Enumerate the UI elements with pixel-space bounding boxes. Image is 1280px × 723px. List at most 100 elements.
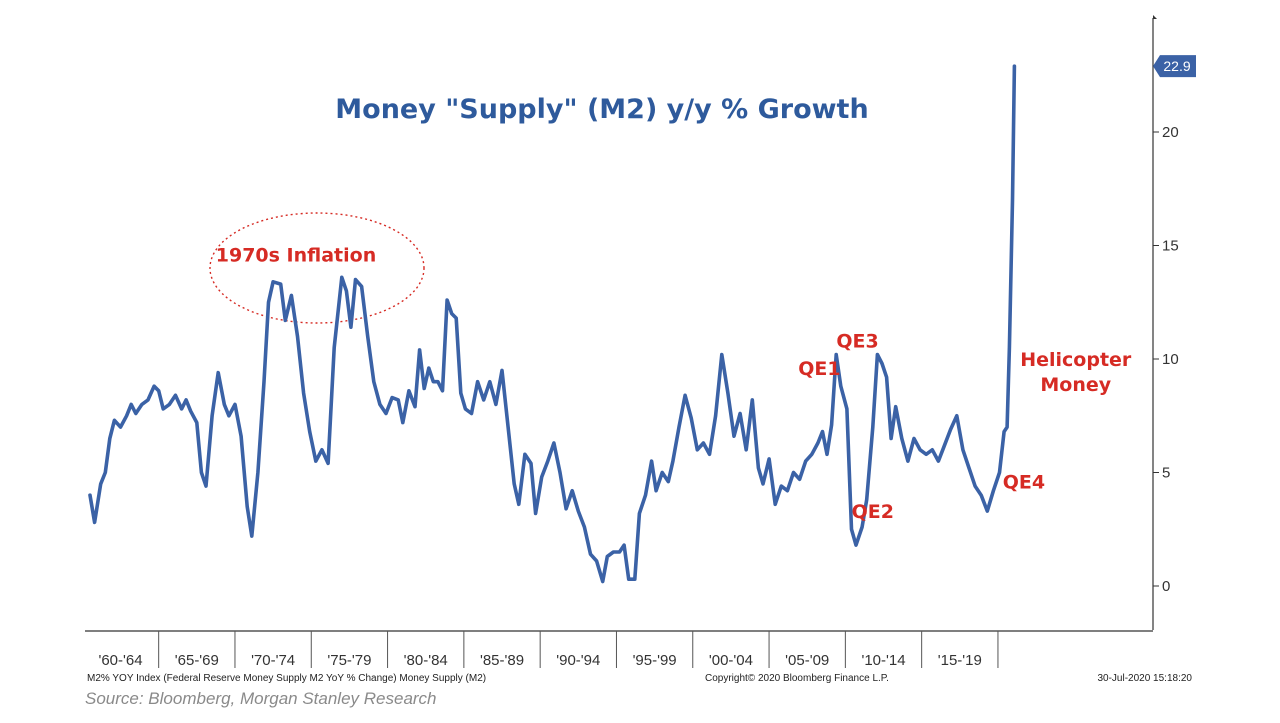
data-point <box>500 369 504 372</box>
data-point <box>850 528 853 531</box>
x-tick-label: '05-'09 <box>785 652 829 669</box>
data-point <box>667 480 670 483</box>
data-point <box>152 385 156 388</box>
data-point <box>223 403 226 406</box>
data-point <box>546 459 549 463</box>
data-point <box>618 550 621 554</box>
data-point <box>751 398 754 402</box>
copyright-text: Copyright© 2020 Bloomberg Finance L.P. <box>705 673 889 684</box>
y-tick-label: 0 <box>1162 578 1170 595</box>
data-point <box>830 423 833 426</box>
data-point <box>644 494 647 497</box>
data-point <box>552 441 556 445</box>
data-point <box>279 282 282 286</box>
data-point <box>113 419 116 422</box>
data-point <box>418 348 421 352</box>
data-point <box>650 459 653 463</box>
index-description: M2% YOY Index (Federal Reserve Money Sup… <box>87 673 486 684</box>
data-point <box>88 494 92 497</box>
data-point <box>690 416 693 420</box>
data-point <box>217 371 220 374</box>
data-point <box>146 398 150 402</box>
data-point <box>104 471 107 474</box>
data-point <box>671 459 675 463</box>
data-point <box>296 335 299 338</box>
data-point <box>413 405 417 408</box>
data-point <box>1011 198 1014 202</box>
annotation-qe2: QE2 <box>852 501 894 523</box>
data-point <box>432 380 435 383</box>
data-point <box>246 505 249 508</box>
x-tick-label: '15-'19 <box>938 652 982 669</box>
series-points <box>88 65 1016 583</box>
last-value-tag: 22.9 <box>1153 55 1196 78</box>
x-tick-label: '95-'99 <box>633 652 677 669</box>
last-value-label: 22.9 <box>1163 58 1190 74</box>
data-point <box>1013 65 1016 68</box>
data-point <box>195 421 198 424</box>
data-point <box>738 412 742 415</box>
annotation-qe3: QE3 <box>836 331 878 353</box>
data-point <box>577 509 580 513</box>
data-point <box>134 412 137 415</box>
data-point <box>967 466 971 470</box>
data-point <box>267 301 270 304</box>
data-point <box>906 459 910 463</box>
data-point <box>157 389 160 392</box>
source-text: Source: Bloomberg, Morgan Stanley Resear… <box>85 689 437 708</box>
x-tick-label: '75-'79 <box>327 652 371 669</box>
data-point <box>360 285 363 288</box>
data-point <box>436 380 440 383</box>
data-point <box>986 509 989 513</box>
data-point <box>627 578 630 581</box>
data-point <box>708 453 711 456</box>
data-point <box>949 428 952 431</box>
data-point <box>720 353 723 356</box>
data-point <box>973 484 977 488</box>
data-point <box>912 437 916 440</box>
data-point <box>845 407 849 411</box>
data-point <box>854 543 858 547</box>
data-point <box>534 512 537 515</box>
annotation-1970s-inflation: 1970s Inflation <box>216 244 376 266</box>
data-point <box>780 484 783 488</box>
data-point <box>937 459 940 463</box>
data-point <box>397 398 400 402</box>
data-point <box>476 380 479 383</box>
data-point <box>407 389 411 392</box>
data-point <box>445 298 449 302</box>
x-axis-ticks: '60-'64 '65-'69 '70-'74 '75-'79 '80-'84 '85-'… <box>98 631 999 669</box>
data-point <box>889 437 893 440</box>
data-point <box>589 553 592 556</box>
data-point <box>961 448 965 451</box>
data-point <box>162 407 165 411</box>
data-point <box>174 394 177 397</box>
y-axis-arrow <box>1153 15 1157 19</box>
data-point <box>354 278 357 281</box>
data-point <box>894 405 897 408</box>
data-point <box>714 414 717 417</box>
data-point <box>455 316 458 320</box>
data-point <box>517 503 520 506</box>
x-tick-label: '70-'74 <box>251 652 295 669</box>
x-tick-label: '80-'84 <box>404 652 448 669</box>
data-point <box>130 403 133 406</box>
x-tick-label: '60-'64 <box>98 652 142 669</box>
data-point <box>540 475 543 479</box>
data-point <box>726 391 730 395</box>
y-axis-ticks: 0 5 10 15 20 <box>1153 124 1179 595</box>
data-point <box>256 471 260 474</box>
data-point <box>595 559 598 563</box>
data-point <box>401 421 404 424</box>
data-point <box>99 482 102 486</box>
data-point <box>470 412 473 415</box>
data-point <box>810 453 813 456</box>
data-point <box>583 525 586 529</box>
data-point <box>998 471 1001 474</box>
data-point <box>125 414 128 417</box>
data-point <box>885 376 888 379</box>
x-tick-label: '10-'14 <box>861 652 905 669</box>
data-point <box>250 534 253 538</box>
data-point <box>233 403 237 406</box>
annotation-helicopter: Helicopter <box>1020 349 1132 371</box>
